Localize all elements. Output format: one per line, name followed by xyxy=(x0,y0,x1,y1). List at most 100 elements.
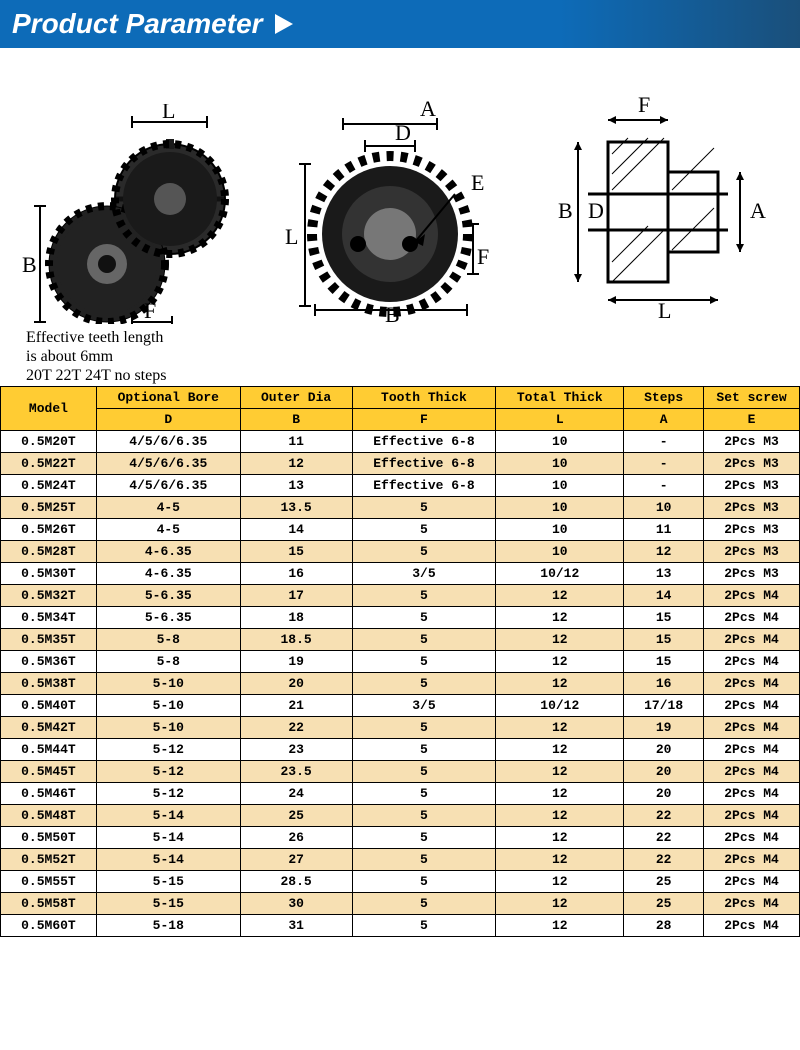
dim-E: E xyxy=(471,170,484,195)
table-cell: 13 xyxy=(624,562,704,584)
dim-A: A xyxy=(420,96,436,121)
table-cell: 2Pcs M4 xyxy=(704,892,800,914)
table-cell: 10 xyxy=(496,496,624,518)
table-cell: 0.5M20T xyxy=(1,430,97,452)
table-row: 0.5M26T4-514510112Pcs M3 xyxy=(1,518,800,540)
table-cell: 5-10 xyxy=(96,694,240,716)
table-cell: 0.5M26T xyxy=(1,518,97,540)
table-row: 0.5M38T5-1020512162Pcs M4 xyxy=(1,672,800,694)
table-cell: 17 xyxy=(240,584,352,606)
table-cell: 4/5/6/6.35 xyxy=(96,452,240,474)
table-cell: 17/18 xyxy=(624,694,704,716)
table-cell: 0.5M55T xyxy=(1,870,97,892)
table-cell: 0.5M44T xyxy=(1,738,97,760)
table-row: 0.5M35T5-818.5512152Pcs M4 xyxy=(1,628,800,650)
table-row: 0.5M36T5-819512152Pcs M4 xyxy=(1,650,800,672)
table-row: 0.5M55T5-1528.5512252Pcs M4 xyxy=(1,870,800,892)
table-cell: Effective 6-8 xyxy=(352,452,496,474)
table-row: 0.5M32T5-6.3517512142Pcs M4 xyxy=(1,584,800,606)
dim-L: L xyxy=(162,104,175,123)
table-cell: 30 xyxy=(240,892,352,914)
table-cell: 15 xyxy=(624,606,704,628)
table-cell: 2Pcs M3 xyxy=(704,496,800,518)
table-cell: 12 xyxy=(496,584,624,606)
table-cell: 12 xyxy=(496,716,624,738)
col-bore: Optional Bore xyxy=(96,386,240,408)
table-cell: 12 xyxy=(240,452,352,474)
table-cell: 13.5 xyxy=(240,496,352,518)
table-cell: 23.5 xyxy=(240,760,352,782)
table-cell: 12 xyxy=(496,672,624,694)
table-cell: 2Pcs M4 xyxy=(704,716,800,738)
table-cell: 5 xyxy=(352,540,496,562)
header-row-1: Model Optional Bore Outer Dia Tooth Thic… xyxy=(1,386,800,408)
table-cell: 4-5 xyxy=(96,496,240,518)
table-cell: 5-12 xyxy=(96,760,240,782)
table-cell: 2Pcs M3 xyxy=(704,518,800,540)
col-outer: Outer Dia xyxy=(240,386,352,408)
table-row: 0.5M28T4-6.3515510122Pcs M3 xyxy=(1,540,800,562)
col-A: A xyxy=(624,408,704,430)
table-cell: 16 xyxy=(240,562,352,584)
table-cell: 12 xyxy=(496,826,624,848)
table-cell: 20 xyxy=(624,782,704,804)
table-cell: 16 xyxy=(624,672,704,694)
dim-B3: B xyxy=(558,198,573,223)
col-model: Model xyxy=(1,386,97,430)
table-cell: 5 xyxy=(352,760,496,782)
table-cell: 5 xyxy=(352,584,496,606)
caption-line2: is about 6mm xyxy=(26,347,800,366)
table-row: 0.5M52T5-1427512222Pcs M4 xyxy=(1,848,800,870)
table-cell: 5 xyxy=(352,518,496,540)
table-row: 0.5M24T4/5/6/6.3513Effective 6-810-2Pcs … xyxy=(1,474,800,496)
table-cell: 5-10 xyxy=(96,672,240,694)
table-cell: 5-12 xyxy=(96,782,240,804)
table-cell: 2Pcs M3 xyxy=(704,452,800,474)
diagram-section: F xyxy=(528,94,778,324)
table-row: 0.5M30T4-6.35163/510/12132Pcs M3 xyxy=(1,562,800,584)
table-cell: 5 xyxy=(352,672,496,694)
table-cell: 4-6.35 xyxy=(96,540,240,562)
table-cell: 0.5M38T xyxy=(1,672,97,694)
table-row: 0.5M50T5-1426512222Pcs M4 xyxy=(1,826,800,848)
table-cell: 22 xyxy=(624,826,704,848)
table-row: 0.5M40T5-10213/510/1217/182Pcs M4 xyxy=(1,694,800,716)
table-cell: 3/5 xyxy=(352,694,496,716)
table-row: 0.5M60T5-1831512282Pcs M4 xyxy=(1,914,800,936)
table-cell: 2Pcs M4 xyxy=(704,760,800,782)
table-cell: - xyxy=(624,474,704,496)
table-cell: 2Pcs M4 xyxy=(704,606,800,628)
table-cell: 14 xyxy=(240,518,352,540)
table-row: 0.5M45T5-1223.5512202Pcs M4 xyxy=(1,760,800,782)
table-row: 0.5M44T5-1223512202Pcs M4 xyxy=(1,738,800,760)
col-E: E xyxy=(704,408,800,430)
table-cell: 4/5/6/6.35 xyxy=(96,430,240,452)
table-cell: 2Pcs M4 xyxy=(704,672,800,694)
dim-F2: F xyxy=(477,244,489,269)
table-cell: 2Pcs M4 xyxy=(704,914,800,936)
table-cell: 10 xyxy=(496,474,624,496)
table-row: 0.5M20T4/5/6/6.3511Effective 6-810-2Pcs … xyxy=(1,430,800,452)
table-cell: 11 xyxy=(240,430,352,452)
table-row: 0.5M48T5-1425512222Pcs M4 xyxy=(1,804,800,826)
diagram-gear-front: A D E L xyxy=(255,94,505,324)
table-cell: 5 xyxy=(352,628,496,650)
table-cell: 27 xyxy=(240,848,352,870)
table-cell: 11 xyxy=(624,518,704,540)
table-cell: 0.5M50T xyxy=(1,826,97,848)
table-cell: 5 xyxy=(352,870,496,892)
table-cell: 0.5M42T xyxy=(1,716,97,738)
table-cell: 5 xyxy=(352,804,496,826)
table-cell: 0.5M24T xyxy=(1,474,97,496)
table-cell: 5-18 xyxy=(96,914,240,936)
col-steps: Steps xyxy=(624,386,704,408)
table-cell: Effective 6-8 xyxy=(352,430,496,452)
dim-L2: L xyxy=(285,224,298,249)
table-cell: 5 xyxy=(352,892,496,914)
dim-B: B xyxy=(22,252,37,277)
table-cell: 22 xyxy=(624,804,704,826)
dim-F3: F xyxy=(638,94,650,117)
table-cell: 10 xyxy=(496,540,624,562)
table-cell: 0.5M34T xyxy=(1,606,97,628)
table-cell: 12 xyxy=(496,782,624,804)
